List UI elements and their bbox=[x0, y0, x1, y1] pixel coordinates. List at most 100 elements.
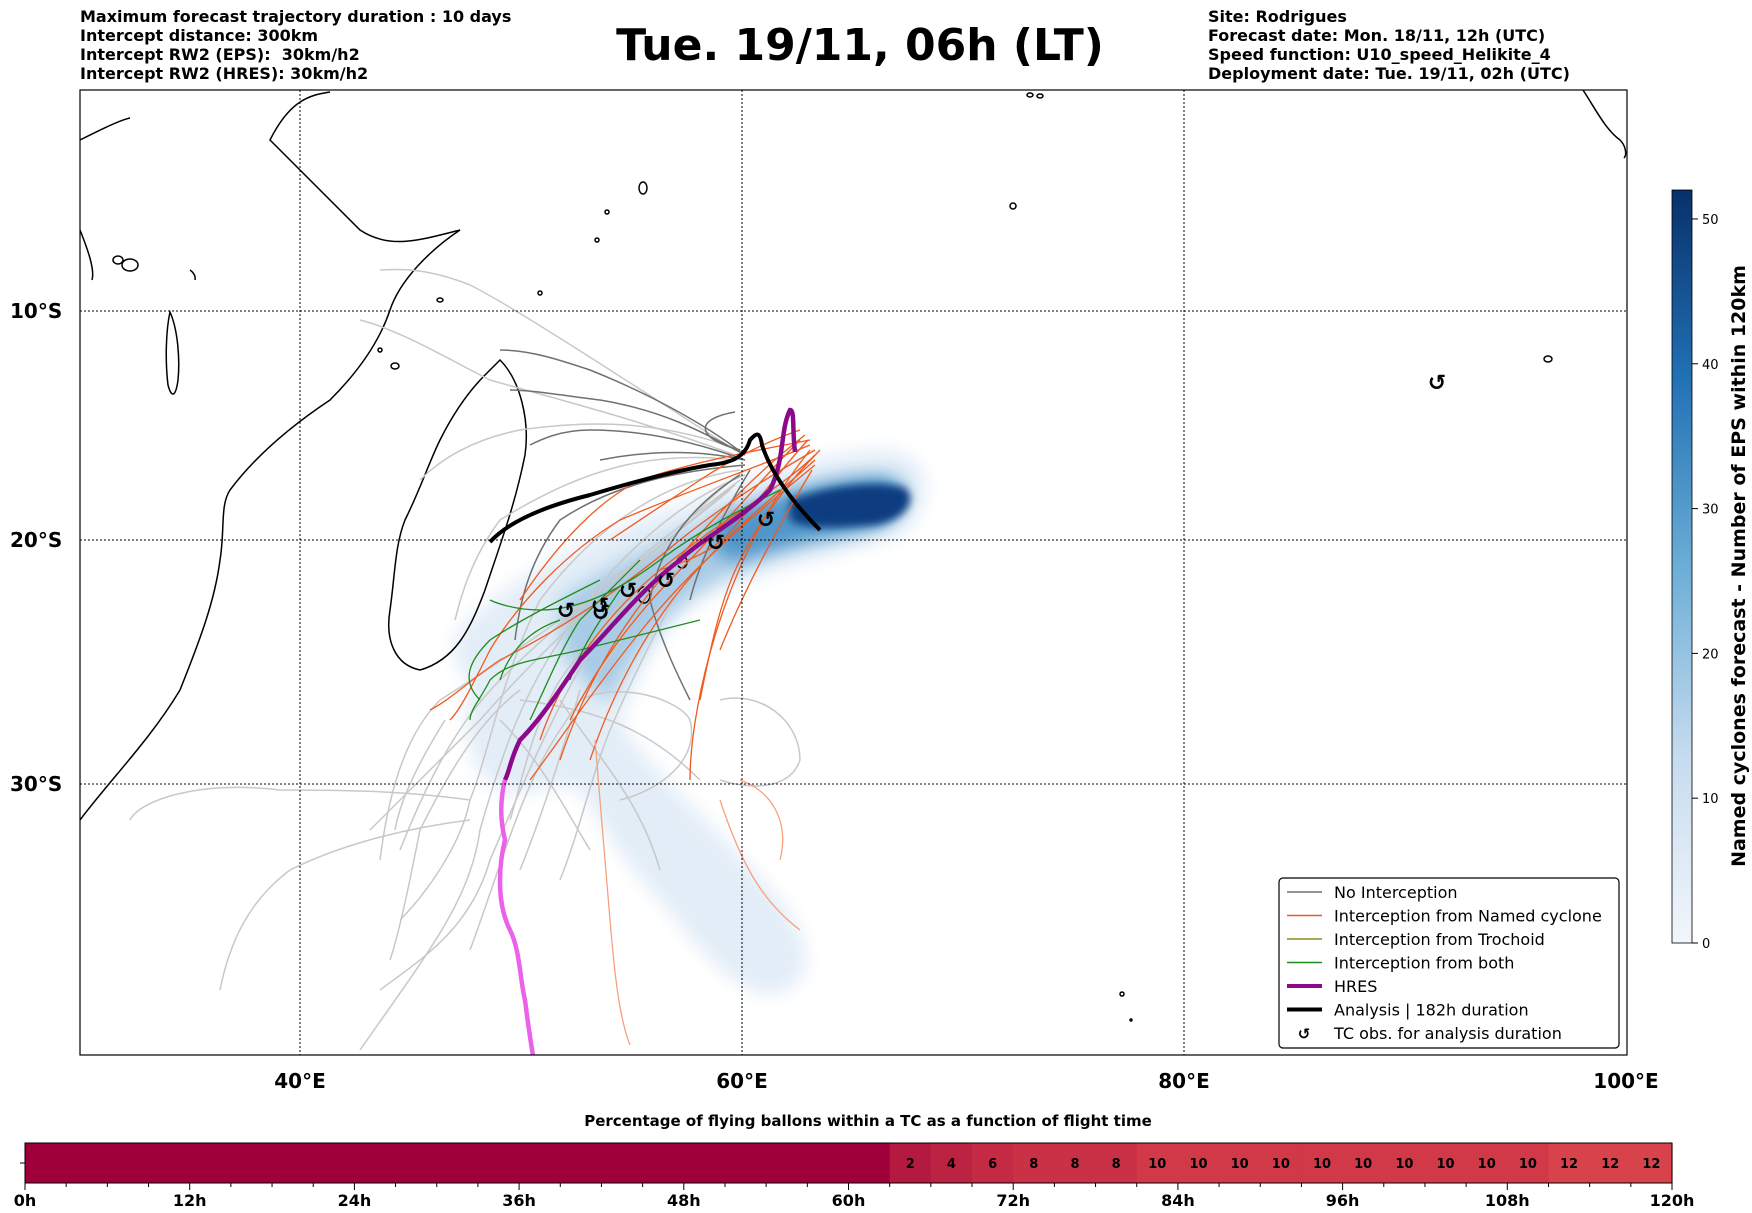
intercept-hres-text: Intercept RW2 (HRES): 30km/h2 bbox=[80, 64, 369, 83]
legend-box bbox=[1278, 877, 1620, 1049]
legend-label: No Interception bbox=[1334, 883, 1458, 902]
time-bar-value: 10 bbox=[1478, 1157, 1496, 1172]
time-bar-cell bbox=[560, 1143, 603, 1183]
site-text: Site: Rodrigues bbox=[1208, 7, 1347, 26]
both-interception-trajectories bbox=[468, 489, 781, 721]
time-bar-cell bbox=[1383, 1143, 1426, 1183]
time-bar-value: 10 bbox=[1189, 1157, 1207, 1172]
tc-obs-icon: ↺ bbox=[591, 594, 609, 619]
page-title: Tue. 19/11, 06h (LT) bbox=[616, 20, 1104, 71]
time-bar: Percentage of flying ballons within a TC… bbox=[14, 1112, 1695, 1210]
legend-item: Interception from Named cyclone bbox=[1287, 907, 1602, 926]
time-bar-tick-label: 36h bbox=[502, 1191, 536, 1210]
time-bar-cell bbox=[66, 1143, 108, 1183]
colorbar-gradient bbox=[1671, 189, 1693, 944]
legend-item: HRES bbox=[1287, 977, 1377, 996]
time-bar-cell bbox=[477, 1143, 520, 1183]
colorbar-tick-label: 20 bbox=[1702, 647, 1719, 662]
time-bar-cell bbox=[642, 1143, 685, 1183]
time-bar-cell bbox=[1219, 1143, 1261, 1183]
time-bar-cell bbox=[354, 1143, 397, 1183]
time-bar-value: 8 bbox=[1070, 1157, 1079, 1172]
legend-label: Interception from Named cyclone bbox=[1334, 907, 1602, 926]
time-bar-value: 12 bbox=[1560, 1157, 1578, 1172]
header-left-info: Maximum forecast trajectory duration : 1… bbox=[80, 7, 511, 83]
tc-obs-icon: ↺ bbox=[619, 579, 637, 604]
map-panel: ↺ ↺ ↺ ↺ ↺ ↺ ↺ ↺ 10°S 20°S 30°S 40°E 60°E bbox=[10, 89, 1659, 1093]
lon-label-60e: 60°E bbox=[716, 1069, 768, 1093]
time-bar-value: 2 bbox=[906, 1157, 915, 1172]
time-bar-cell bbox=[436, 1143, 479, 1183]
tc-obs-icon: ↺ bbox=[757, 508, 775, 533]
time-bar-value: 6 bbox=[988, 1157, 997, 1172]
time-bar-tick-label: 96h bbox=[1326, 1191, 1360, 1210]
tc-obs-icon: ↺ bbox=[707, 531, 725, 556]
tc-obs-icon: ↺ bbox=[592, 601, 610, 626]
time-bar-cell bbox=[230, 1143, 273, 1183]
time-bar-cell bbox=[1013, 1143, 1055, 1183]
time-bar-value: 10 bbox=[1148, 1157, 1166, 1172]
time-bar-cell bbox=[972, 1143, 1014, 1183]
time-bar-tick-label: 84h bbox=[1161, 1191, 1195, 1210]
time-bar-cell bbox=[1095, 1143, 1138, 1183]
time-bar-cell bbox=[519, 1143, 561, 1183]
colorbar-tick-label: 10 bbox=[1702, 792, 1719, 807]
coastlines bbox=[80, 90, 1627, 1022]
time-bar-value: 8 bbox=[1112, 1157, 1121, 1172]
time-bar-value: 8 bbox=[1029, 1157, 1038, 1172]
time-bar-tick-label: 0h bbox=[14, 1191, 37, 1210]
no-interception-dark-trajectories bbox=[499, 349, 751, 701]
time-bar-cell bbox=[189, 1143, 232, 1183]
time-bar-cell bbox=[1177, 1143, 1220, 1183]
lat-label-30s: 30°S bbox=[10, 772, 62, 796]
legend-item: Analysis | 182h duration bbox=[1287, 1001, 1529, 1020]
legend: No Interception Interception from Named c… bbox=[1278, 877, 1620, 1049]
time-bar-cell bbox=[313, 1143, 355, 1183]
max-duration-text: Maximum forecast trajectory duration : 1… bbox=[80, 7, 512, 26]
colorbar: 0 10 20 30 40 50 Named cyclones forecast - Nu… bbox=[1671, 189, 1750, 952]
time-bar-cell bbox=[1342, 1143, 1385, 1183]
legend-label: HRES bbox=[1334, 977, 1377, 996]
time-bar-value: 12 bbox=[1601, 1157, 1619, 1172]
time-bar-cell bbox=[889, 1143, 932, 1183]
tc-obs-legend-icon: ↺ bbox=[1298, 1025, 1311, 1043]
hres-trajectory bbox=[497, 407, 798, 1055]
tc-obs-icon: ↺ bbox=[1428, 371, 1446, 396]
intercept-eps-text: Intercept RW2 (EPS): 30km/h2 bbox=[80, 45, 360, 64]
time-bar-cell bbox=[1548, 1143, 1591, 1183]
time-bar-cell bbox=[601, 1143, 644, 1183]
time-bar-value: 10 bbox=[1231, 1157, 1249, 1172]
colorbar-title: Named cyclones forecast - Number of EPS … bbox=[1728, 265, 1750, 867]
time-bar-cell bbox=[1589, 1143, 1632, 1183]
time-bar-value: 10 bbox=[1519, 1157, 1537, 1172]
colorbar-tick-label: 40 bbox=[1702, 358, 1719, 373]
time-bar-tick-label: 60h bbox=[832, 1191, 866, 1210]
analysis-track bbox=[488, 432, 822, 544]
time-bar-tick-label: 108h bbox=[1485, 1191, 1530, 1210]
lat-label-20s: 20°S bbox=[10, 528, 62, 552]
map-frame bbox=[79, 89, 1628, 1056]
time-bar-cell bbox=[272, 1143, 314, 1183]
time-bar-value: 10 bbox=[1436, 1157, 1454, 1172]
time-bar-cell bbox=[724, 1143, 767, 1183]
time-bar-cell bbox=[930, 1143, 973, 1183]
intercept-distance-text: Intercept distance: 300km bbox=[80, 26, 319, 45]
time-bar-tick-label: 120h bbox=[1650, 1191, 1695, 1210]
time-bar-tick-label: 24h bbox=[338, 1191, 372, 1210]
time-bar-tick-label: 48h bbox=[667, 1191, 701, 1210]
legend-label: Analysis | 182h duration bbox=[1334, 1001, 1529, 1020]
deployment-date-text: Deployment date: Tue. 19/11, 02h (UTC) bbox=[1208, 64, 1570, 83]
speed-function-text: Speed function: U10_speed_Helikite_4 bbox=[1208, 45, 1551, 64]
time-bar-cell bbox=[1301, 1143, 1344, 1183]
legend-item: ↺ TC obs. for analysis duration bbox=[1298, 1024, 1562, 1043]
time-bar-value: 12 bbox=[1642, 1157, 1660, 1172]
time-bar-cell bbox=[1630, 1143, 1673, 1183]
time-bar-cell bbox=[766, 1143, 808, 1183]
time-bar-tick-label: 72h bbox=[996, 1191, 1030, 1210]
time-bar-cell bbox=[848, 1143, 891, 1183]
lon-label-40e: 40°E bbox=[274, 1069, 326, 1093]
time-bar-cell bbox=[107, 1143, 150, 1183]
colorbar-tick-label: 30 bbox=[1702, 503, 1719, 518]
legend-label: TC obs. for analysis duration bbox=[1333, 1024, 1562, 1043]
